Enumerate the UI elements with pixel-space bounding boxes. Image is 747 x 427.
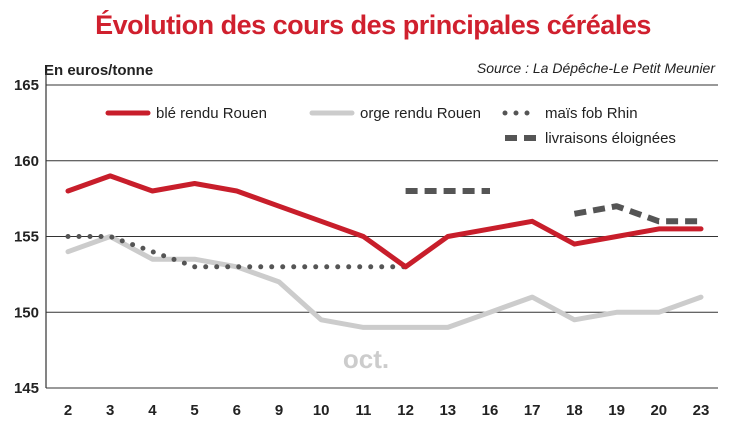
chart-title: Évolution des cours des principales céré…: [95, 9, 651, 40]
y-tick-label: 155: [14, 229, 39, 246]
legend-label-mais: maïs fob Rhin: [545, 105, 638, 122]
x-tick-label: 12: [397, 402, 414, 419]
x-tick-label: 11: [355, 402, 371, 419]
y-axis-ticks: 145 150 155 160 165: [14, 77, 39, 397]
x-tick-label: 18: [566, 402, 583, 419]
x-tick-label: 6: [233, 402, 241, 419]
x-tick-label: 20: [650, 402, 667, 419]
x-tick-label: 10: [313, 402, 330, 419]
x-tick-label: 23: [693, 402, 710, 419]
legend-label-livraisons: livraisons éloignées: [545, 130, 676, 147]
series-line-mais: [65, 234, 409, 270]
legend: blé rendu Rouen orge rendu Rouen maïs fob …: [105, 105, 676, 147]
x-axis-ticks: 2 3 4 5 6 9 10 11 12 13 16 17 18 19 20 23: [64, 402, 710, 419]
y-tick-label: 165: [14, 77, 39, 94]
x-tick-label: 2: [64, 402, 72, 419]
series-layer: [65, 173, 704, 330]
source-label: Source : La Dépêche-Le Petit Meunier: [477, 60, 716, 76]
legend-label-orge: orge rendu Rouen: [360, 105, 481, 122]
grid: [45, 73, 718, 389]
series-line-ble: [65, 173, 704, 270]
month-annotation: oct.: [343, 344, 389, 374]
x-tick-label: 13: [439, 402, 456, 419]
y-tick-label: 145: [14, 380, 39, 397]
y-tick-label: 160: [14, 153, 39, 170]
x-tick-label: 4: [148, 402, 157, 419]
legend-label-ble: blé rendu Rouen: [156, 105, 267, 122]
x-tick-label: 5: [190, 402, 198, 419]
x-tick-label: 17: [524, 402, 541, 419]
y-tick-label: 150: [14, 304, 39, 321]
y-axis-unit-label: En euros/tonne: [44, 62, 153, 79]
x-tick-label: 19: [608, 402, 625, 419]
x-tick-label: 9: [275, 402, 283, 419]
x-tick-label: 3: [106, 402, 114, 419]
x-tick-label: 16: [482, 402, 499, 419]
series-line-livraisons: [405, 188, 701, 225]
